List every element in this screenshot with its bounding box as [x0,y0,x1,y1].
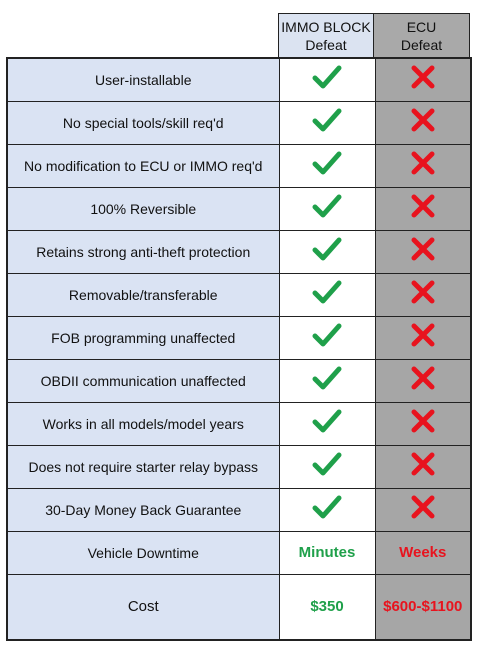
immo-cell [278,57,376,102]
feature-label: User-installable [6,57,280,102]
feature-label: Works in all models/model years [6,401,280,446]
check-icon [312,107,342,138]
feature-rows: User-installable No special tools/skill r… [6,57,472,532]
ecu-cell [374,229,472,274]
cross-icon [411,151,435,180]
check-icon [312,408,342,439]
ecu-cell [374,315,472,360]
cost-ecu-value: $600-$1100 [383,597,463,615]
check-icon [312,494,342,525]
feature-row: 100% Reversible [6,186,472,231]
ecu-cell [374,186,472,231]
cross-icon [411,280,435,309]
feature-label: 30-Day Money Back Guarantee [6,487,280,532]
ecu-cell [374,272,472,317]
check-icon [312,236,342,267]
downtime-row: Vehicle Downtime Minutes Weeks [6,530,472,575]
cross-icon [411,495,435,524]
feature-label: No modification to ECU or IMMO req'd [6,143,280,188]
column-header-ecu-line1: ECU [406,18,437,35]
cost-row: Cost $350 $600-$1100 [6,573,472,641]
cost-ecu: $600-$1100 [374,573,472,641]
comparison-chart: IMMO BLOCK Defeat ECU Defeat User-instal… [6,13,472,641]
immo-cell [278,401,376,446]
column-header-immo-line1: IMMO BLOCK [281,18,371,35]
ecu-cell [374,57,472,102]
ecu-cell [374,444,472,489]
check-icon [312,64,342,95]
check-icon [312,150,342,181]
downtime-label: Vehicle Downtime [6,530,280,575]
cross-icon [411,409,435,438]
downtime-immo-value: Minutes [298,543,356,561]
check-icon [312,451,342,482]
cross-icon [411,194,435,223]
immo-cell [278,272,376,317]
ecu-cell [374,401,472,446]
feature-label: OBDII communication unaffected [6,358,280,403]
downtime-immo: Minutes [278,530,376,575]
check-icon [312,365,342,396]
cross-icon [411,65,435,94]
feature-row: No modification to ECU or IMMO req'd [6,143,472,188]
cross-icon [411,237,435,266]
feature-row: FOB programming unaffected [6,315,472,360]
check-icon [312,322,342,353]
feature-row: 30-Day Money Back Guarantee [6,487,472,532]
feature-row: OBDII communication unaffected [6,358,472,403]
header-spacer [6,13,278,57]
immo-cell [278,100,376,145]
feature-label: Does not require starter relay bypass [6,444,280,489]
column-header-ecu: ECU Defeat [374,13,470,57]
immo-cell [278,358,376,403]
immo-cell [278,444,376,489]
feature-label: No special tools/skill req'd [6,100,280,145]
cost-label: Cost [6,573,280,641]
check-icon [312,193,342,224]
comparison-table: User-installable No special tools/skill r… [6,57,472,641]
feature-row: Does not require starter relay bypass [6,444,472,489]
cost-immo: $350 [278,573,376,641]
column-header-immo: IMMO BLOCK Defeat [278,13,374,57]
cross-icon [411,366,435,395]
cross-icon [411,452,435,481]
feature-row: No special tools/skill req'd [6,100,472,145]
immo-cell [278,143,376,188]
immo-cell [278,229,376,274]
cost-immo-value: $350 [310,597,344,615]
immo-cell [278,315,376,360]
column-header-immo-line2: Defeat [305,36,347,53]
immo-cell [278,487,376,532]
ecu-cell [374,487,472,532]
ecu-cell [374,100,472,145]
feature-row: User-installable [6,57,472,102]
check-icon [312,279,342,310]
downtime-ecu: Weeks [374,530,472,575]
ecu-cell [374,358,472,403]
feature-label: FOB programming unaffected [6,315,280,360]
feature-row: Removable/transferable [6,272,472,317]
feature-label: Retains strong anti-theft protection [6,229,280,274]
feature-row: Works in all models/model years [6,401,472,446]
feature-label: Removable/transferable [6,272,280,317]
immo-cell [278,186,376,231]
header-row: IMMO BLOCK Defeat ECU Defeat [6,13,472,57]
ecu-cell [374,143,472,188]
feature-label: 100% Reversible [6,186,280,231]
downtime-ecu-value: Weeks [399,543,447,561]
column-header-ecu-line2: Defeat [400,36,443,53]
cross-icon [411,323,435,352]
feature-row: Retains strong anti-theft protection [6,229,472,274]
cross-icon [411,108,435,137]
